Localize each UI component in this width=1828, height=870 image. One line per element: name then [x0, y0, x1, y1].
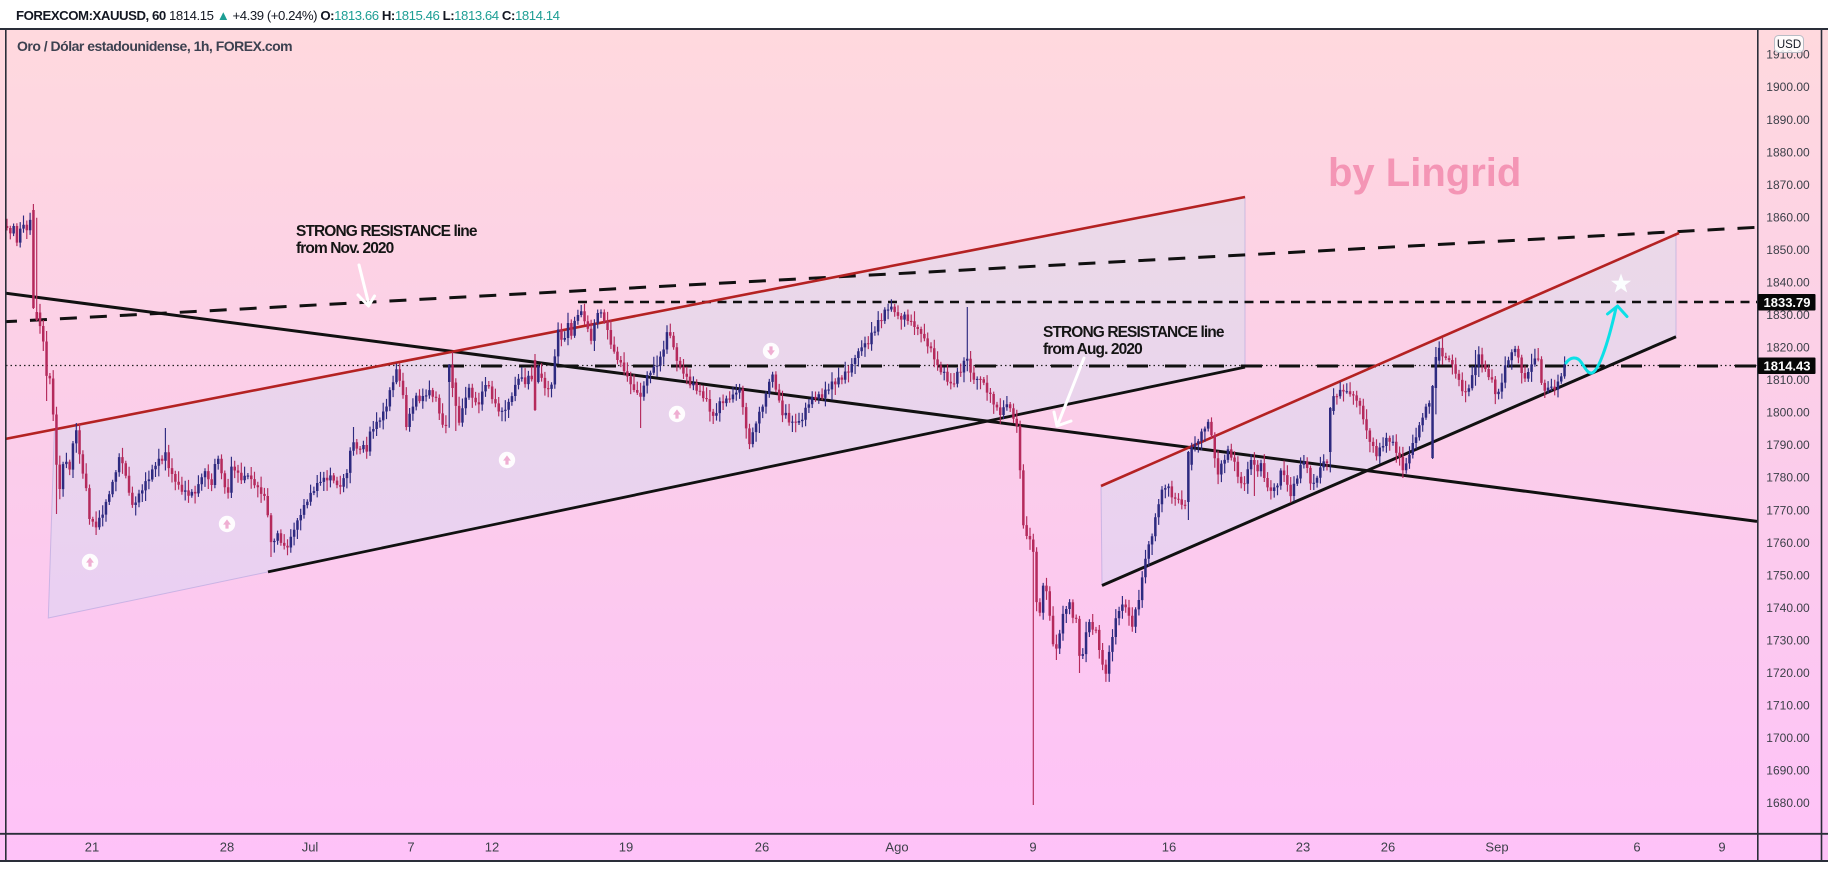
svg-text:USD: USD — [1777, 39, 1801, 51]
svg-text:Sep: Sep — [1485, 840, 1508, 855]
svg-text:1814.43: 1814.43 — [1764, 358, 1811, 373]
svg-text:1720.00: 1720.00 — [1766, 666, 1810, 680]
svg-text:1880.00: 1880.00 — [1766, 145, 1810, 159]
svg-text:1800.00: 1800.00 — [1766, 406, 1810, 420]
svg-text:19: 19 — [619, 840, 633, 855]
svg-text:Ago: Ago — [885, 840, 908, 855]
svg-text:1760.00: 1760.00 — [1766, 536, 1810, 550]
svg-text:1740.00: 1740.00 — [1766, 601, 1810, 615]
svg-text:1850.00: 1850.00 — [1766, 243, 1810, 257]
svg-text:12: 12 — [485, 840, 499, 855]
svg-text:1710.00: 1710.00 — [1766, 699, 1810, 713]
svg-text:Oro / Dólar estadounidense, 1h: Oro / Dólar estadounidense, 1h, FOREX.co… — [17, 38, 292, 54]
svg-text:from Nov. 2020: from Nov. 2020 — [296, 240, 394, 257]
svg-text:1680.00: 1680.00 — [1766, 796, 1810, 810]
svg-text:STRONG RESISTANCE line: STRONG RESISTANCE line — [1043, 324, 1225, 341]
svg-text:16: 16 — [1162, 840, 1176, 855]
svg-text:1830.00: 1830.00 — [1766, 308, 1810, 322]
svg-text:STRONG RESISTANCE line: STRONG RESISTANCE line — [296, 223, 478, 240]
svg-text:1730.00: 1730.00 — [1766, 634, 1810, 648]
svg-text:26: 26 — [1381, 840, 1395, 855]
svg-text:1900.00: 1900.00 — [1766, 80, 1810, 94]
svg-text:1840.00: 1840.00 — [1766, 276, 1810, 290]
svg-text:by Lingrid: by Lingrid — [1328, 151, 1521, 195]
svg-text:1750.00: 1750.00 — [1766, 568, 1810, 582]
svg-text:9: 9 — [1718, 840, 1725, 855]
svg-text:1690.00: 1690.00 — [1766, 764, 1810, 778]
svg-text:1790.00: 1790.00 — [1766, 438, 1810, 452]
svg-text:28: 28 — [220, 840, 234, 855]
svg-text:Jul: Jul — [302, 840, 319, 855]
svg-text:from Aug. 2020: from Aug. 2020 — [1043, 341, 1142, 358]
svg-text:1700.00: 1700.00 — [1766, 731, 1810, 745]
svg-text:1770.00: 1770.00 — [1766, 503, 1810, 517]
svg-text:1833.79: 1833.79 — [1764, 295, 1811, 310]
svg-text:1820.00: 1820.00 — [1766, 341, 1810, 355]
svg-text:1810.00: 1810.00 — [1766, 373, 1810, 387]
svg-text:23: 23 — [1296, 840, 1310, 855]
svg-text:6: 6 — [1633, 840, 1640, 855]
svg-text:FOREXCOM:XAUUSD, 60 1814.15 ▲: FOREXCOM:XAUUSD, 60 1814.15 ▲ +4.39 (+0.… — [16, 8, 560, 23]
svg-text:26: 26 — [755, 840, 769, 855]
svg-text:9: 9 — [1029, 840, 1036, 855]
svg-text:21: 21 — [85, 840, 99, 855]
svg-text:1890.00: 1890.00 — [1766, 113, 1810, 127]
svg-text:1780.00: 1780.00 — [1766, 471, 1810, 485]
svg-text:1870.00: 1870.00 — [1766, 178, 1810, 192]
svg-text:7: 7 — [407, 840, 414, 855]
svg-text:1860.00: 1860.00 — [1766, 210, 1810, 224]
